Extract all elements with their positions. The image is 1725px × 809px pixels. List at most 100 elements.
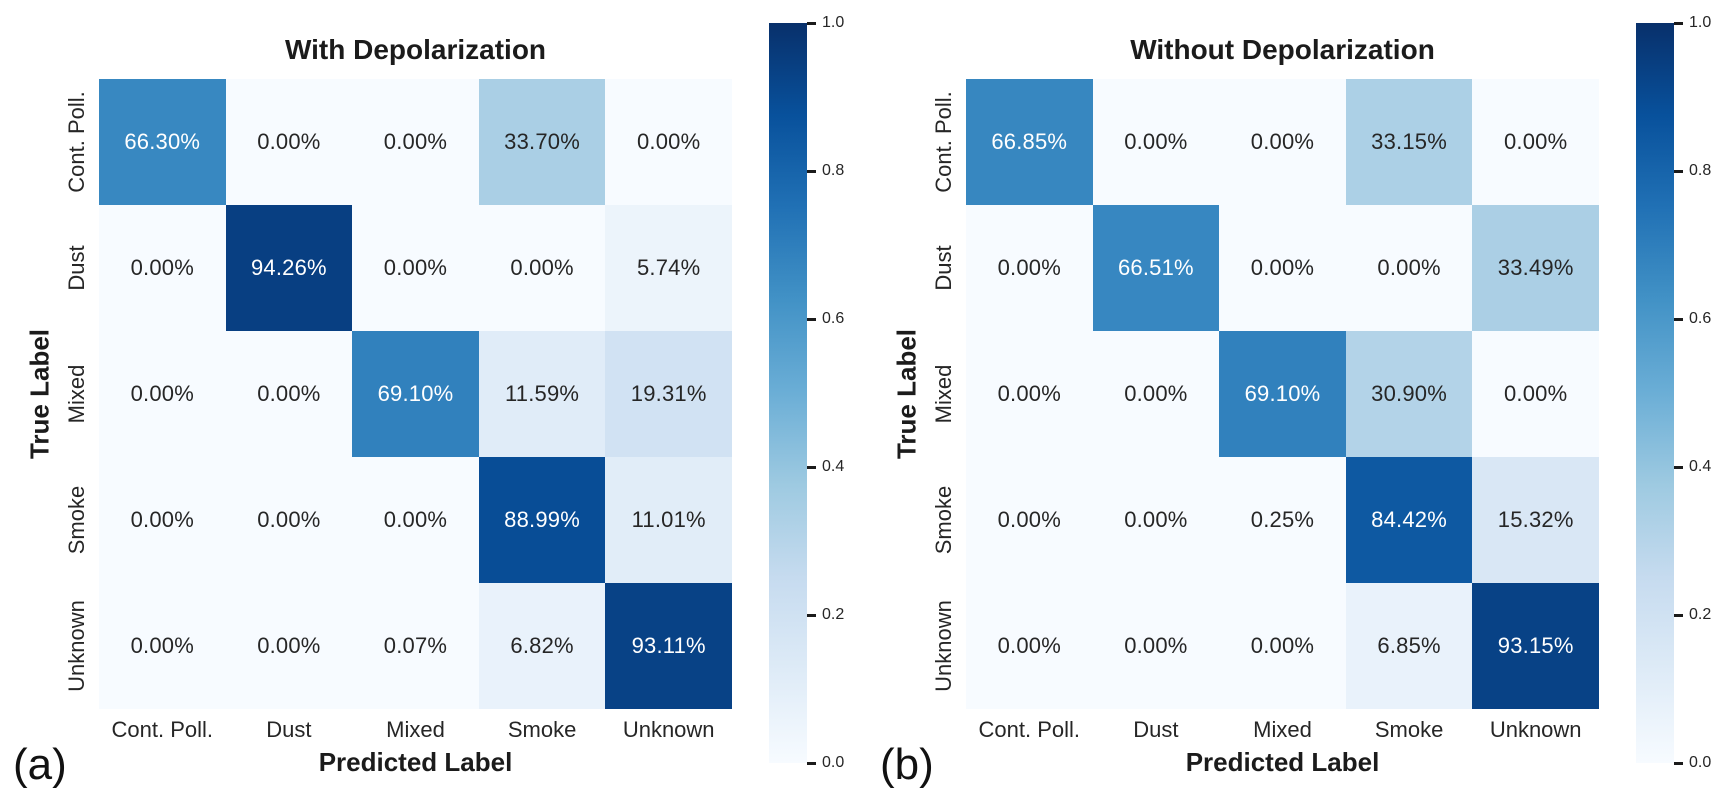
subfigure-label: (a) [13, 740, 67, 789]
heatmap-cell: 11.01% [605, 457, 732, 583]
heatmap-cell: 0.00% [352, 205, 479, 331]
colorbar-tick-mark [807, 761, 816, 765]
heatmap-cell: 66.51% [1092, 205, 1220, 331]
heatmap-cell: 5.74% [605, 205, 732, 331]
colorbar-tick-mark [807, 465, 816, 469]
heatmap-cell: 0.00% [478, 205, 606, 331]
heatmap-cell: 0.00% [1092, 331, 1220, 457]
colorbar-tick-label: 0.6 [822, 310, 845, 327]
colorbar-tick-mark [807, 21, 816, 25]
heatmap-cell: 0.00% [966, 583, 1093, 709]
heatmap-cell: 6.85% [1345, 583, 1473, 709]
heatmap-cell: 33.70% [478, 79, 606, 205]
heatmap-cell: 66.85% [966, 79, 1093, 205]
heatmap-cell: 0.00% [1472, 331, 1599, 457]
panel-without-depolarization: Without Depolarization True Label 66.85%… [867, 0, 1725, 809]
x-tick-label: Mixed [386, 717, 445, 742]
heatmap-cell: 33.15% [1345, 79, 1473, 205]
heatmap-cell: 0.00% [1345, 205, 1473, 331]
y-tick-label: Dust [931, 245, 956, 291]
colorbar-tick-label: 0.0 [822, 754, 845, 771]
colorbar-tick-mark [1674, 761, 1683, 765]
colorbar-tick-label: 0.2 [1689, 606, 1712, 623]
colorbar-tick-label: 0.4 [822, 458, 845, 475]
x-axis-label: Predicted Label [1185, 747, 1380, 777]
y-tick-label: Unknown [931, 600, 956, 692]
heatmap-cell: 0.25% [1219, 457, 1346, 583]
colorbar-tick-label: 0.0 [1689, 754, 1712, 771]
y-tick-label: Unknown [64, 600, 89, 692]
heatmap-cell: 0.00% [1092, 583, 1220, 709]
x-tick-label: Dust [1133, 717, 1179, 742]
heatmap-cell: 94.26% [225, 205, 353, 331]
y-tick-label: Mixed [931, 364, 956, 424]
heatmap-cell: 69.10% [352, 331, 479, 457]
heatmap-cell: 0.00% [352, 457, 479, 583]
colorbar-tick-mark [1674, 317, 1683, 321]
plot-title: Without Depolarization [1130, 34, 1435, 65]
colorbar-tick-mark [1674, 465, 1683, 469]
heatmap-cell: 93.11% [605, 583, 732, 709]
colorbar-tick-label: 0.4 [1689, 458, 1712, 475]
x-tick-label: Dust [266, 717, 312, 742]
colorbar [1636, 23, 1674, 763]
colorbar-tick-mark [1674, 169, 1683, 173]
plot-title: With Depolarization [284, 34, 547, 65]
colorbar-tick-mark [807, 613, 816, 617]
y-tick-label: Smoke [64, 485, 89, 555]
heatmap-cell: 0.00% [352, 79, 479, 205]
heatmap-cell: 0.00% [99, 457, 226, 583]
x-tick-label: Cont. Poll. [978, 717, 1081, 742]
heatmap-cell: 88.99% [478, 457, 606, 583]
colorbar [769, 23, 807, 763]
colorbar-tick-label: 0.6 [1689, 310, 1712, 327]
heatmap-cell: 0.00% [1472, 79, 1599, 205]
heatmap-cell: 15.32% [1472, 457, 1599, 583]
heatmap-cell: 0.00% [225, 331, 353, 457]
heatmap-cell: 0.00% [1219, 205, 1346, 331]
heatmap-cell: 0.00% [99, 331, 226, 457]
heatmap-cell: 0.00% [99, 205, 226, 331]
colorbar-tick-label: 1.0 [822, 14, 845, 31]
y-axis-label: True Label [891, 328, 922, 460]
colorbar-tick-label: 0.8 [1689, 162, 1712, 179]
colorbar-tick-mark [1674, 21, 1683, 25]
heatmap-grid: 66.85% 0.00% 0.00% 33.15% 0.00% 0.00% 66.51% 0.… [966, 79, 1599, 709]
x-tick-label: Unknown [622, 717, 715, 742]
heatmap-cell: 0.00% [1092, 457, 1220, 583]
heatmap-cell: 0.00% [966, 205, 1093, 331]
panel-with-depolarization: With Depolarization True Label 66.30% 0.0… [0, 0, 858, 809]
x-axis-label: Predicted Label [318, 747, 513, 777]
colorbar-tick-label: 1.0 [1689, 14, 1712, 31]
x-tick-label: Smoke [507, 717, 577, 742]
heatmap-cell: 0.07% [352, 583, 479, 709]
y-tick-label: Dust [64, 245, 89, 291]
heatmap-cell: 0.00% [1219, 583, 1346, 709]
y-tick-label: Mixed [64, 364, 89, 424]
colorbar-tick-mark [807, 317, 816, 321]
heatmap-cell: 30.90% [1345, 331, 1473, 457]
heatmap-cell: 69.10% [1219, 331, 1346, 457]
y-tick-label: Cont. Poll. [931, 91, 956, 193]
x-tick-label: Mixed [1253, 717, 1312, 742]
heatmap-cell: 11.59% [478, 331, 606, 457]
colorbar-tick-label: 0.2 [822, 606, 845, 623]
x-tick-label: Smoke [1374, 717, 1444, 742]
colorbar-tick-mark [1674, 613, 1683, 617]
heatmap-cell: 66.30% [99, 79, 226, 205]
y-tick-label: Cont. Poll. [64, 91, 89, 193]
heatmap-cell: 0.00% [966, 331, 1093, 457]
colorbar-tick-mark [807, 169, 816, 173]
heatmap-cell: 0.00% [966, 457, 1093, 583]
x-tick-label: Unknown [1489, 717, 1582, 742]
heatmap-cell: 0.00% [1092, 79, 1220, 205]
colorbar-tick-label: 0.8 [822, 162, 845, 179]
heatmap-cell: 0.00% [605, 79, 732, 205]
y-tick-label: Smoke [931, 485, 956, 555]
y-axis-label: True Label [24, 328, 55, 460]
subfigure-label: (b) [880, 740, 934, 789]
heatmap-cell: 0.00% [225, 583, 353, 709]
x-tick-label: Cont. Poll. [111, 717, 214, 742]
heatmap-cell: 0.00% [99, 583, 226, 709]
